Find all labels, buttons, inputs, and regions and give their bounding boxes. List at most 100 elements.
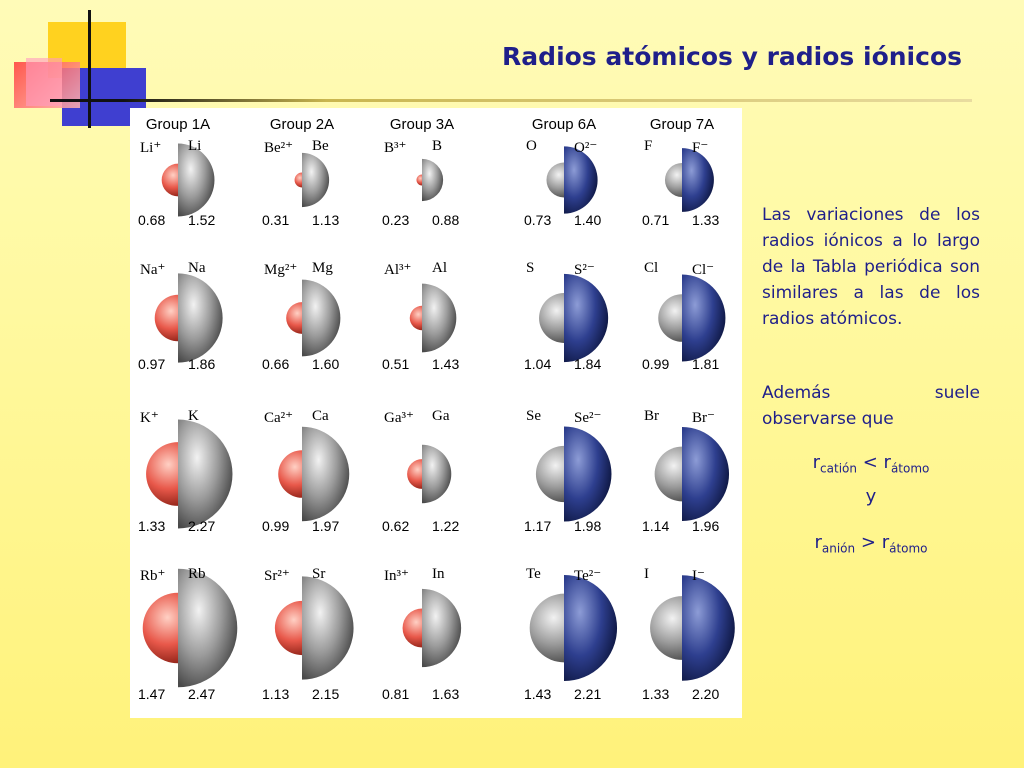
- ion-symbol: O²⁻: [574, 140, 598, 156]
- atom-symbol: S: [526, 260, 535, 276]
- atom-hemisphere: [302, 576, 354, 680]
- ion-radius-value: 1.33: [692, 212, 720, 228]
- group-header: Group 2A: [269, 116, 335, 133]
- group-header: Group 6A: [531, 116, 597, 133]
- ion-symbol: F⁻: [692, 140, 709, 156]
- atom-symbol: Be: [312, 138, 329, 154]
- atom-radius-value: 2.47: [188, 686, 216, 702]
- atom-radius-value: 1.97: [312, 518, 340, 534]
- atom-symbol: B: [432, 138, 443, 154]
- atom-radius-value: 1.14: [642, 518, 670, 534]
- ionic-radii-diagram: Group 1A Group 2A Group 3A Group 6A Group 7A…: [130, 108, 742, 718]
- atom-radius-value: 1.22: [432, 518, 460, 534]
- ion-radius-value: 1.96: [692, 518, 720, 534]
- observation-paragraph: Además suele observarse que: [762, 383, 980, 429]
- ion-radius-value: 0.66: [262, 356, 290, 372]
- group-header: Group 7A: [649, 116, 715, 133]
- ion-symbol: In³⁺: [384, 568, 409, 584]
- anion-subscript: anión: [821, 541, 856, 556]
- ion-radius-value: 0.31: [262, 212, 290, 228]
- explanation-paragraph: Las variaciones de los radios iónicos a …: [762, 205, 980, 329]
- atom-hemisphere: [422, 158, 444, 202]
- ion-symbol: K⁺: [140, 410, 159, 426]
- ion-radius-value: 1.84: [574, 356, 602, 372]
- ion-symbol: Sr²⁺: [264, 568, 290, 584]
- atom-radius-value: 0.99: [642, 356, 670, 372]
- ion-radius-value: 1.47: [138, 686, 166, 702]
- ion-radius-value: 0.99: [262, 518, 290, 534]
- atom-symbol: Cl: [644, 260, 659, 276]
- ion-symbol: Be²⁺: [264, 140, 294, 156]
- atom-hemisphere: [302, 279, 341, 357]
- ion-symbol: Al³⁺: [384, 262, 412, 278]
- decor-vertical-line: [88, 10, 91, 128]
- atom-hemisphere: [178, 273, 223, 363]
- ion-radius-value: 0.97: [138, 356, 166, 372]
- atom-symbol: Na: [188, 260, 206, 276]
- ion-symbol: B³⁺: [384, 140, 407, 156]
- ion-symbol: Mg²⁺: [264, 262, 298, 278]
- atom-radius-value: 1.04: [524, 356, 552, 372]
- ion-symbol: Se²⁻: [574, 410, 602, 426]
- atom-radius-value: 1.60: [312, 356, 340, 372]
- sphere-layer: [142, 143, 735, 688]
- atom-subscript: átomo: [889, 541, 928, 556]
- atom-radius-value: 1.43: [432, 356, 460, 372]
- ion-radius-value: 1.13: [262, 686, 290, 702]
- r-symbol: r: [883, 452, 891, 473]
- atom-radius-value: 2.27: [188, 518, 216, 534]
- ion-symbol: Li⁺: [140, 140, 162, 156]
- atom-symbol: O: [526, 138, 537, 154]
- ion-symbol: Ga³⁺: [384, 410, 414, 426]
- ion-radius-value: 1.98: [574, 518, 602, 534]
- atom-radius-value: 1.43: [524, 686, 552, 702]
- r-symbol: r: [812, 452, 821, 473]
- ion-radius-value: 2.20: [692, 686, 720, 702]
- anion-formula: ranión > rátomo: [762, 532, 980, 556]
- ion-radius-value: 0.68: [138, 212, 166, 228]
- atom-symbol: Sr: [312, 566, 326, 582]
- ion-radius-value: 0.51: [382, 356, 410, 372]
- atom-symbol: Ca: [312, 408, 329, 424]
- anion-hemisphere: [682, 274, 726, 362]
- atom-symbol: Al: [432, 260, 447, 276]
- atom-symbol: F: [644, 138, 653, 154]
- atom-radius-value: 1.86: [188, 356, 216, 372]
- ion-symbol: Rb⁺: [140, 568, 166, 584]
- atom-hemisphere: [422, 588, 462, 668]
- anion-hemisphere: [682, 148, 714, 212]
- atom-radius-value: 0.73: [524, 212, 552, 228]
- atom-symbol: Rb: [188, 566, 206, 582]
- ion-radius-value: 0.62: [382, 518, 410, 534]
- ion-radius-value: 0.23: [382, 212, 410, 228]
- atom-hemisphere: [178, 143, 215, 217]
- ion-radius-value: 2.21: [574, 686, 602, 702]
- r-symbol: r: [814, 532, 822, 553]
- greater-than-symbol: >: [860, 532, 876, 553]
- atom-radius-value: 1.52: [188, 212, 216, 228]
- anion-hemisphere: [682, 426, 730, 522]
- atom-symbol: Te: [526, 566, 541, 582]
- ion-radius-value: 0.81: [382, 686, 410, 702]
- ion-symbol: Cl⁻: [692, 262, 715, 278]
- atom-subscript: átomo: [890, 461, 930, 476]
- ion-symbol: I⁻: [692, 568, 705, 584]
- ion-radius-value: 1.81: [692, 356, 720, 372]
- title-underline: [50, 99, 972, 102]
- atom-symbol: Se: [526, 408, 541, 424]
- anion-hemisphere: [564, 146, 598, 214]
- atom-symbol: Ga: [432, 408, 450, 424]
- atom-symbol: K: [188, 408, 199, 424]
- ion-symbol: Ca²⁺: [264, 410, 294, 426]
- atom-radius-value: 2.15: [312, 686, 340, 702]
- ion-symbol: Na⁺: [140, 262, 166, 278]
- cation-subscript: catión: [820, 461, 857, 476]
- ion-symbol: Te²⁻: [574, 568, 602, 584]
- page-title: Radios atómicos y radios iónicos: [502, 42, 962, 71]
- atom-symbol: Br: [644, 408, 659, 424]
- atom-hemisphere: [422, 444, 452, 504]
- conjunction: y: [865, 486, 877, 507]
- cation-formula: rcatión < rátomo: [762, 452, 980, 476]
- atom-hemisphere: [422, 283, 457, 353]
- less-than-symbol: <: [862, 452, 878, 473]
